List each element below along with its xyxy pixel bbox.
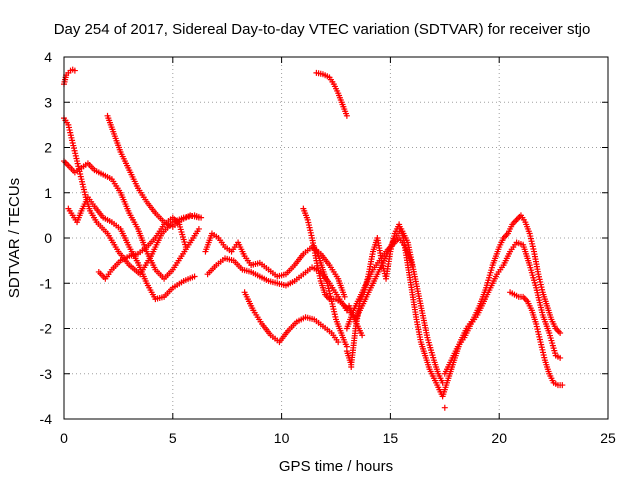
data-point xyxy=(557,330,564,337)
x-tick-label: 10 xyxy=(274,430,290,446)
grid-lines xyxy=(64,57,608,419)
data-point xyxy=(195,225,202,232)
series-trace-15 xyxy=(441,239,564,377)
series-trace-14 xyxy=(346,225,446,386)
y-tick-label: 1 xyxy=(44,185,52,201)
y-tick-label: -3 xyxy=(40,366,53,382)
data-point xyxy=(343,112,350,119)
data-point xyxy=(439,379,446,386)
x-tick-label: 15 xyxy=(383,430,399,446)
data-point xyxy=(559,382,566,389)
data-point xyxy=(409,262,416,269)
series-trace-6 xyxy=(95,214,189,282)
x-axis-label: GPS time / hours xyxy=(279,458,393,475)
y-tick-label: -4 xyxy=(40,411,53,427)
y-tick-label: 3 xyxy=(44,94,52,110)
data-point xyxy=(191,273,198,280)
y-tick-label: 0 xyxy=(44,230,52,246)
data-point xyxy=(71,67,78,74)
data-point xyxy=(441,404,448,411)
series-trace-16 xyxy=(507,289,566,389)
series-trace-12 xyxy=(313,69,350,119)
y-tick-label: -2 xyxy=(40,321,53,337)
series-trace-7 xyxy=(202,230,348,300)
data-point xyxy=(348,363,355,370)
x-tick-label: 5 xyxy=(169,430,177,446)
data-points xyxy=(61,66,566,411)
series-trace-3 xyxy=(104,112,202,230)
data-point xyxy=(195,214,202,221)
series-trace-5 xyxy=(65,194,198,303)
y-tick-label: 2 xyxy=(44,140,52,156)
axis-ticks: 0 5 10 15 20 25 -4 -3 -2 -1 0 1 2 3 4 xyxy=(40,49,616,446)
y-tick-label: -1 xyxy=(40,275,53,291)
data-point xyxy=(557,354,564,361)
chart-title: Day 254 of 2017, Sidereal Day-to-day VTE… xyxy=(54,21,591,38)
series-trace-11 xyxy=(311,244,350,350)
data-point xyxy=(335,339,342,346)
data-point xyxy=(359,332,366,339)
data-point xyxy=(341,293,348,300)
y-tick-label: 4 xyxy=(44,49,52,65)
x-tick-label: 25 xyxy=(600,430,616,446)
x-tick-label: 0 xyxy=(60,430,68,446)
x-tick-label: 20 xyxy=(491,430,507,446)
series-trace-17 xyxy=(343,235,416,332)
data-point xyxy=(182,244,189,251)
y-axis-label: SDTVAR / TECUs xyxy=(6,178,23,298)
series-outliers xyxy=(348,363,448,411)
series-trace-9 xyxy=(241,289,342,346)
series-trace-4 xyxy=(61,158,202,282)
